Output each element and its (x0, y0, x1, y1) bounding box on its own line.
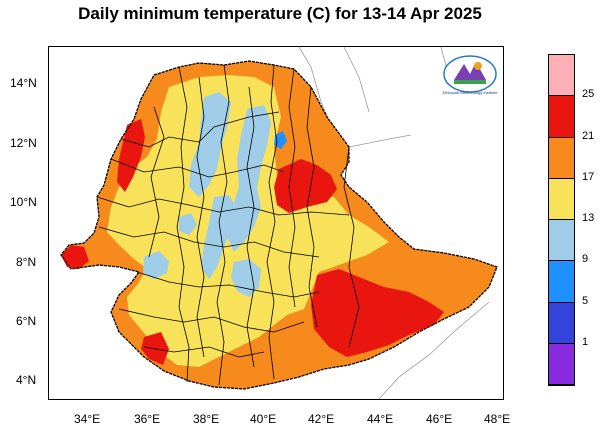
colorbar-label: 1 (582, 335, 589, 348)
lon-label-46: 46°E (426, 412, 453, 426)
lon-label-34: 34°E (74, 412, 101, 426)
lon-label-48: 48°E (484, 412, 511, 426)
colorbar-swatch (549, 96, 574, 138)
colorbar-label: 17 (582, 170, 595, 183)
lon-label-36: 36°E (134, 412, 161, 426)
ethiopia-temperature-map (60, 47, 498, 399)
colorbar-label: 5 (582, 294, 589, 307)
colorbar-label: 21 (582, 129, 595, 142)
lat-label-6: 6°N (16, 314, 37, 328)
lon-label-40: 40°E (250, 412, 277, 426)
lat-label-4: 4°N (16, 373, 37, 387)
lon-label-38: 38°E (193, 412, 220, 426)
logo-caption: Ethiopian Meteorology Institute (443, 90, 499, 95)
colorbar-swatch (549, 55, 574, 97)
map-panel (48, 46, 504, 400)
lat-label-14: 14°N (10, 76, 37, 90)
colorbar-swatch (549, 302, 574, 344)
colorbar-swatch (549, 137, 574, 179)
admin-boundaries (96, 64, 360, 386)
lat-label-8: 8°N (16, 255, 37, 269)
colorbar-swatch (549, 261, 574, 303)
colorbar-swatch (549, 178, 574, 220)
colorbar-label: 25 (582, 88, 595, 101)
map-title: Daily minimum temperature (C) for 13-14 … (78, 4, 482, 23)
colorbar-label: 13 (582, 212, 595, 224)
lon-label-44: 44°E (367, 412, 394, 426)
colorbar (548, 54, 575, 386)
lon-label-42: 42°E (308, 412, 335, 426)
lat-label-12: 12°N (10, 136, 37, 150)
colorbar-swatch (549, 343, 574, 385)
lat-label-10: 10°N (10, 195, 37, 209)
country-border (60, 60, 498, 390)
colorbar-label: 9 (582, 253, 589, 266)
colorbar-swatch (549, 220, 574, 262)
region-5-9 (274, 131, 287, 149)
institute-logo: Ethiopian Meteorology Institute (440, 52, 500, 98)
